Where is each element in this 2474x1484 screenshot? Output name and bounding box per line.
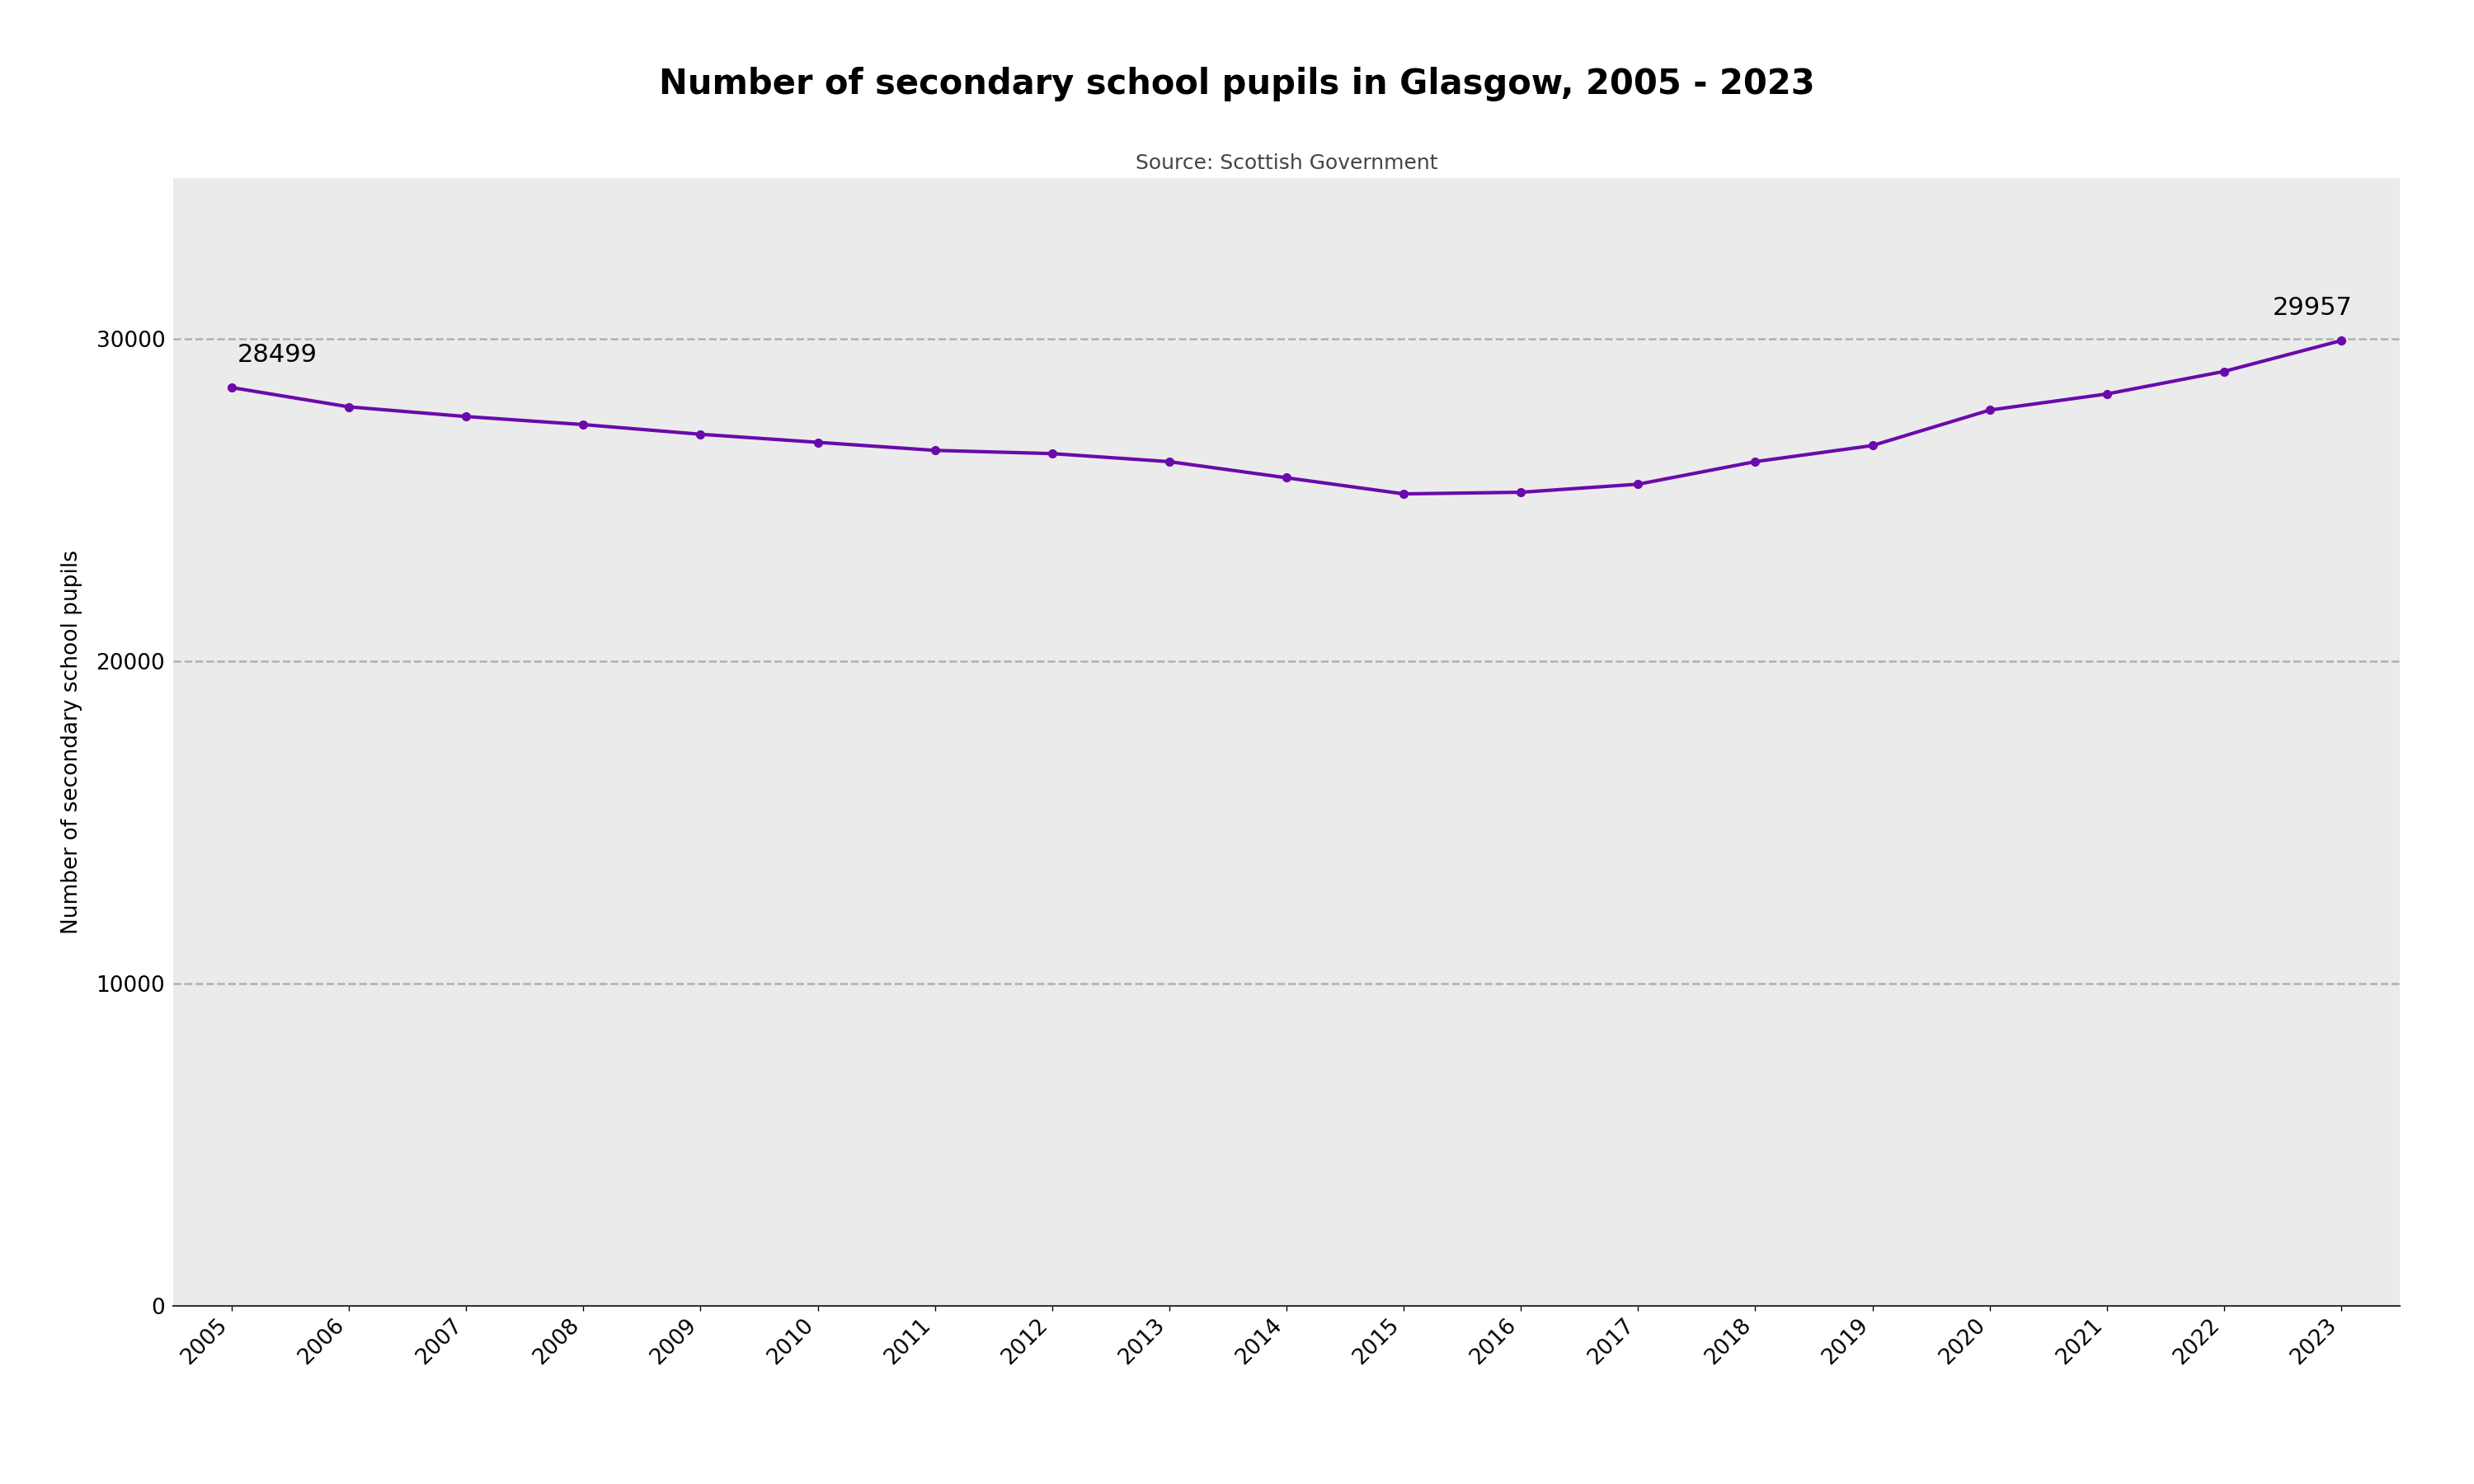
Title: Source: Scottish Government: Source: Scottish Government <box>1136 153 1437 174</box>
Text: 29957: 29957 <box>2274 297 2353 321</box>
Y-axis label: Number of secondary school pupils: Number of secondary school pupils <box>62 551 82 933</box>
Text: 28499: 28499 <box>238 343 317 367</box>
Text: Number of secondary school pupils in Glasgow, 2005 - 2023: Number of secondary school pupils in Gla… <box>658 67 1816 101</box>
